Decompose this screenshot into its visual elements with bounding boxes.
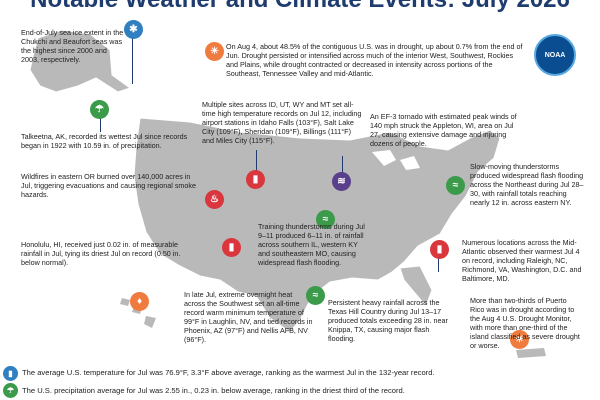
flood-icon: ≈ bbox=[306, 286, 325, 305]
leader-line bbox=[100, 118, 101, 132]
fire-icon: ♨ bbox=[205, 190, 224, 209]
page-title: Notable Weather and Climate Events: July… bbox=[0, 0, 600, 14]
sun-icon: ☀ bbox=[205, 42, 224, 61]
great-lakes bbox=[372, 150, 420, 170]
talkeetna-note: Talkeetna, AK, recorded its wettest Jul … bbox=[21, 132, 188, 150]
thermometer-icon: ▮ bbox=[3, 366, 18, 381]
snowflake-icon: ✱ bbox=[124, 20, 143, 39]
leader-line bbox=[256, 150, 257, 172]
noaa-logo: NOAA bbox=[534, 34, 576, 76]
puerto-rico-note: More than two-thirds of Puerto Rico was … bbox=[470, 296, 580, 350]
florida-shape bbox=[399, 265, 433, 307]
footer: ▮ The average U.S. temperature for Jul w… bbox=[0, 362, 600, 400]
thermometer-icon: ▮ bbox=[222, 238, 241, 257]
sun-icon: ☀ bbox=[510, 330, 529, 349]
flood-icon: ≈ bbox=[316, 210, 335, 229]
flood-icon: ≈ bbox=[446, 176, 465, 195]
thermometer-icon: ▮ bbox=[246, 170, 265, 189]
thermometer-icon: ▮ bbox=[430, 240, 449, 259]
training-storms-note: Training thunderstorms during Jul 9–11 p… bbox=[258, 222, 365, 267]
wildfire-note: Wildfires in eastern OR burned over 140,… bbox=[21, 172, 196, 199]
tornado-note: An EF-3 tornado with estimated peak wind… bbox=[370, 112, 517, 148]
alaska-shape bbox=[29, 29, 132, 93]
sea-ice-note: End-of-July sea ice extent in the Chukch… bbox=[21, 28, 124, 64]
temperature-summary: The average U.S. temperature for Jul was… bbox=[22, 368, 435, 377]
leader-line bbox=[342, 156, 343, 176]
honolulu-note: Honolulu, HI, received just 0.02 in. of … bbox=[21, 240, 181, 267]
rain-icon: ☂ bbox=[3, 383, 18, 398]
northeast-flood-note: Slow-moving thunderstorms produced wides… bbox=[470, 162, 584, 207]
hawaii-shape bbox=[120, 298, 156, 328]
tornado-icon: ≋ bbox=[332, 172, 351, 191]
precipitation-summary: The U.S. precipitation average for Jul w… bbox=[22, 386, 405, 395]
mountain-west-heat-note: Multiple sites across ID, UT, WY and MT … bbox=[202, 100, 362, 145]
leader-line bbox=[132, 38, 133, 84]
rain-icon: ☂ bbox=[90, 100, 109, 119]
midatlantic-heat-note: Numerous locations across the Mid-Atlant… bbox=[462, 238, 582, 283]
puerto-rico-shape bbox=[516, 348, 546, 358]
rain-icon: ♦ bbox=[130, 292, 149, 311]
drought-note: On Aug 4, about 48.5% of the contiguous … bbox=[226, 42, 523, 78]
leader-line bbox=[438, 250, 439, 272]
texas-rain-note: Persistent heavy rainfall across the Tex… bbox=[328, 298, 448, 343]
southwest-heat-note: In late Jul, extreme overnight heat acro… bbox=[184, 290, 313, 344]
